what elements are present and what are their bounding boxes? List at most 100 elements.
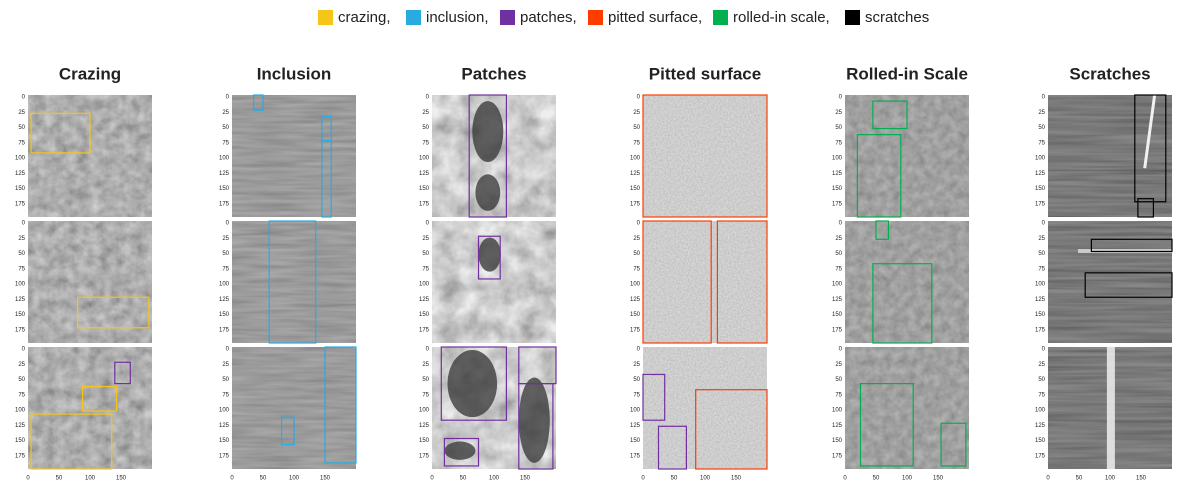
y-tick-label: 125 (832, 171, 843, 177)
bounding-box (872, 263, 933, 344)
y-tick-label: 100 (219, 282, 230, 288)
x-tick-label: 0 (430, 476, 434, 482)
bounding-box (443, 437, 480, 467)
defect-image (642, 347, 768, 470)
defect-image (845, 347, 969, 469)
image-texture (643, 95, 767, 217)
legend-label: rolled-in scale, (733, 9, 830, 26)
x-tick-label: 100 (902, 476, 913, 482)
y-tick-label: 175 (630, 327, 641, 333)
y-tick-label: 125 (1035, 297, 1046, 303)
y-tick-label: 0 (637, 95, 641, 101)
y-tick-label: 25 (422, 362, 429, 368)
column-title: Crazing (59, 64, 121, 83)
y-tick-label: 150 (219, 312, 230, 318)
dark-spot (478, 237, 501, 272)
y-tick-label: 25 (835, 362, 842, 368)
bounding-box (940, 422, 967, 467)
y-tick-label: 25 (222, 362, 229, 368)
y-tick-label: 50 (1038, 251, 1045, 257)
y-tick-label: 50 (1038, 125, 1045, 131)
image-texture (232, 221, 356, 343)
legend-swatch (713, 10, 728, 25)
column-title: Patches (461, 64, 526, 83)
y-tick-label: 25 (633, 236, 640, 242)
y-tick-label: 0 (839, 347, 843, 353)
dark-spot (447, 350, 498, 418)
y-tick-label: 25 (1038, 236, 1045, 242)
defect-image (1048, 94, 1172, 218)
y-tick-label: 25 (1038, 110, 1045, 116)
x-tick-label: 50 (460, 476, 467, 482)
x-tick-label: 50 (56, 476, 63, 482)
legend-label: crazing, (338, 9, 391, 26)
bounding-box (642, 94, 768, 218)
y-tick-label: 75 (18, 392, 25, 398)
y-tick-label: 0 (839, 95, 843, 101)
y-tick-label: 50 (835, 125, 842, 131)
y-tick-label: 25 (1038, 362, 1045, 368)
dark-spot (518, 377, 550, 463)
x-tick-label: 50 (260, 476, 267, 482)
y-tick-label: 100 (630, 282, 641, 288)
y-tick-label: 0 (1042, 347, 1046, 353)
y-tick-label: 0 (426, 95, 430, 101)
legend-swatch (845, 10, 860, 25)
image-texture (232, 347, 356, 469)
bounding-box (856, 134, 902, 218)
y-tick-label: 50 (222, 377, 229, 383)
y-tick-label: 75 (18, 140, 25, 146)
y-tick-label: 175 (832, 327, 843, 333)
x-tick-label: 0 (843, 476, 847, 482)
y-tick-label: 125 (419, 171, 430, 177)
y-tick-label: 50 (835, 251, 842, 257)
y-tick-label: 150 (832, 438, 843, 444)
bounding-box (76, 296, 150, 329)
y-tick-label: 150 (832, 312, 843, 318)
bounding-box (716, 220, 768, 344)
legend-label: pitted surface, (608, 9, 702, 26)
y-tick-label: 75 (633, 266, 640, 272)
x-tick-label: 100 (289, 476, 300, 482)
y-tick-label: 75 (1038, 392, 1045, 398)
y-tick-label: 25 (835, 110, 842, 116)
bounding-box (859, 383, 914, 467)
bright-streak (1143, 94, 1157, 169)
defect-image (845, 220, 969, 344)
x-tick-label: 50 (873, 476, 880, 482)
y-tick-label: 150 (1035, 186, 1046, 192)
y-tick-label: 25 (18, 236, 25, 242)
bounding-box (477, 235, 501, 280)
bounding-box (268, 220, 317, 344)
y-tick-label: 100 (419, 282, 430, 288)
y-tick-label: 0 (226, 95, 230, 101)
y-tick-label: 0 (22, 95, 26, 101)
image-texture (232, 95, 356, 217)
y-tick-label: 175 (419, 201, 430, 207)
y-tick-label: 50 (1038, 377, 1045, 383)
x-tick-label: 100 (1105, 476, 1116, 482)
x-tick-label: 0 (230, 476, 234, 482)
y-tick-label: 100 (219, 156, 230, 162)
x-tick-label: 100 (489, 476, 500, 482)
y-tick-label: 50 (633, 125, 640, 131)
y-tick-label: 25 (633, 110, 640, 116)
y-tick-label: 50 (222, 125, 229, 131)
x-tick-label: 150 (731, 476, 742, 482)
y-tick-label: 100 (832, 282, 843, 288)
bounding-box (30, 413, 113, 470)
bounding-box (518, 346, 557, 385)
bounding-box (657, 425, 687, 470)
y-tick-label: 100 (630, 156, 641, 162)
y-tick-label: 125 (419, 423, 430, 429)
y-tick-label: 50 (422, 251, 429, 257)
y-tick-label: 100 (419, 156, 430, 162)
column-title: Rolled-in Scale (846, 64, 968, 83)
column-title: Scratches (1069, 64, 1150, 83)
y-tick-label: 75 (422, 140, 429, 146)
y-tick-label: 50 (835, 377, 842, 383)
y-tick-label: 175 (419, 327, 430, 333)
image-texture (845, 221, 969, 343)
y-tick-label: 150 (15, 438, 26, 444)
